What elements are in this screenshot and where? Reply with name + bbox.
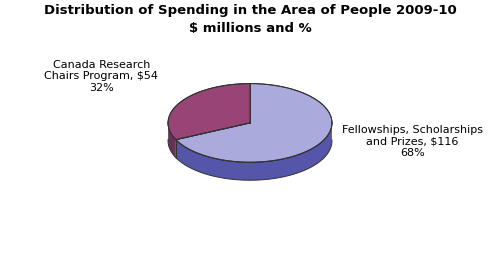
Polygon shape <box>176 122 332 180</box>
Text: Distribution of Spending in the Area of People 2009-10: Distribution of Spending in the Area of … <box>44 4 457 17</box>
Polygon shape <box>168 84 250 140</box>
Text: $ millions and %: $ millions and % <box>188 22 312 35</box>
Text: Canada Research
Chairs Program, $54
32%: Canada Research Chairs Program, $54 32% <box>44 60 158 93</box>
Text: Fellowships, Scholarships
and Prizes, $116
68%: Fellowships, Scholarships and Prizes, $1… <box>342 125 483 158</box>
Polygon shape <box>176 84 332 162</box>
Polygon shape <box>168 121 176 158</box>
